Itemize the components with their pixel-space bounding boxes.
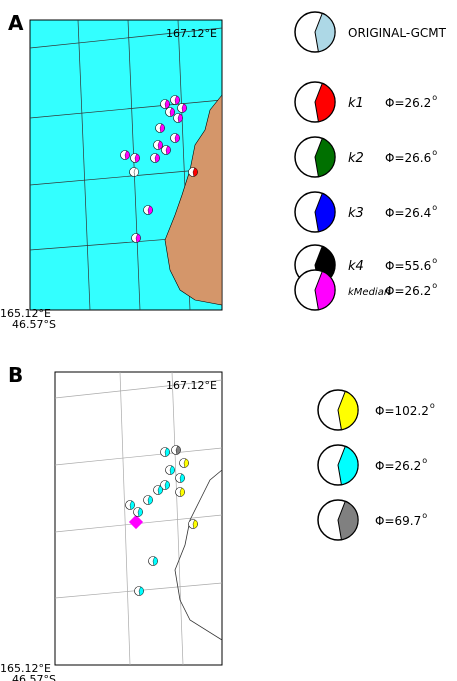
- phi-sup: o: [422, 456, 427, 465]
- coord-label: 167.12°E: [166, 27, 217, 40]
- event-a-wedge: [135, 233, 141, 243]
- event-a-wedge: [133, 167, 139, 177]
- legend-name: k4: [348, 259, 364, 274]
- panel-label: B: [8, 363, 23, 387]
- legend-ball-wedge: [314, 137, 336, 178]
- event-b-wedge: [152, 556, 158, 566]
- phi-sup: o: [432, 203, 437, 212]
- coord-label: 46.57°S: [12, 673, 56, 681]
- event-b-wedge: [138, 586, 144, 596]
- legend-name: k2: [348, 151, 364, 166]
- phi-label: Φ=69.7: [375, 514, 421, 528]
- event-b-wedge: [179, 487, 185, 497]
- event-b-wedge: [157, 485, 163, 495]
- coord-label: 165.12°E: [0, 662, 51, 675]
- phi-sup: o: [432, 93, 437, 102]
- event-a-wedge: [164, 99, 170, 109]
- phi-sup: o: [432, 256, 437, 265]
- legend-ball-wedge: [314, 12, 336, 53]
- coord-label: 167.12°E: [166, 379, 217, 392]
- legend-ball-wedge: [314, 192, 336, 233]
- legend-ball-wedge: [314, 270, 336, 311]
- legend-ball-wedge: [337, 500, 359, 541]
- event-b-wedge: [137, 507, 143, 517]
- event-a-wedge: [174, 133, 180, 143]
- event-a-wedge: [124, 150, 130, 160]
- event-a-wedge: [147, 205, 153, 215]
- event-a-wedge: [177, 113, 183, 123]
- event-a-wedge: [174, 95, 180, 105]
- event-a-wedge: [165, 145, 171, 155]
- coord-label: 165.12°E: [0, 307, 51, 320]
- event-a-wedge: [169, 107, 175, 117]
- event-a-wedge: [181, 103, 187, 113]
- event-b-wedge: [169, 465, 175, 475]
- event-b-wedge: [179, 473, 185, 483]
- legend-ball-wedge: [337, 390, 359, 431]
- event-b-wedge: [164, 480, 170, 490]
- legend-name: k1: [348, 96, 364, 111]
- event-a-wedge: [154, 153, 160, 163]
- phi-label: Φ=26.2: [385, 96, 431, 110]
- event-a-wedge: [157, 140, 163, 150]
- event-a-wedge: [134, 153, 140, 163]
- coord-label: 46.57°S: [12, 318, 56, 331]
- event-b-wedge: [183, 458, 189, 468]
- phi-label: Φ=26.4: [385, 206, 431, 220]
- event-a-wedge: [159, 123, 165, 133]
- phi-sup: o: [432, 148, 437, 157]
- legend-name: ORIGINAL-GCMT: [348, 26, 447, 40]
- phi-label: Φ=55.6: [385, 259, 431, 273]
- event-b-wedge: [129, 500, 135, 510]
- event-b-wedge: [164, 447, 170, 457]
- coast-b: [174, 469, 223, 641]
- legend-ball-wedge: [314, 82, 336, 123]
- phi-label: Φ=26.6: [385, 151, 431, 165]
- event-b-wedge: [147, 495, 153, 505]
- phi-label: Φ=26.2: [385, 284, 431, 298]
- coast-a: [164, 94, 223, 306]
- legend-name: kMedian: [348, 287, 390, 298]
- event-b-wedge: [192, 519, 198, 529]
- phi-label: Φ=26.2: [375, 459, 421, 473]
- median-marker: [128, 514, 144, 530]
- event-b-wedge: [175, 445, 181, 455]
- phi-label: Φ=102.2: [375, 404, 429, 418]
- phi-sup: o: [422, 511, 427, 520]
- legend-ball-wedge: [337, 445, 359, 486]
- legend-name: k3: [348, 206, 364, 221]
- event-a-wedge: [192, 167, 198, 177]
- panel-label: A: [8, 11, 24, 35]
- phi-sup: o: [430, 401, 435, 410]
- phi-sup: o: [432, 281, 437, 290]
